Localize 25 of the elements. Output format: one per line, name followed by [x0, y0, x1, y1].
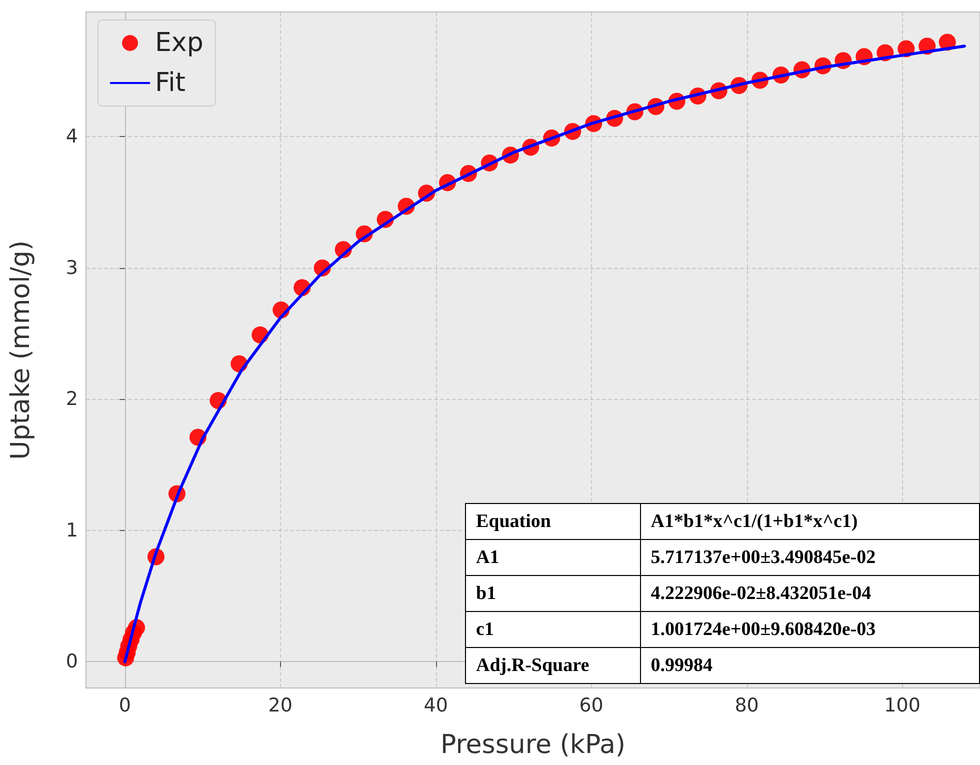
y-tick-label: 0	[66, 650, 78, 673]
x-axis-title: Pressure (kPa)	[440, 730, 626, 760]
annotation: 5.717137e+00±3.490845e-02	[640, 540, 980, 576]
x-tick-label: 60	[579, 694, 604, 716]
annotation: A1	[466, 540, 640, 576]
annotation: Equation	[466, 504, 640, 540]
annotation: 0.99984	[640, 648, 980, 684]
x-tick-label: 20	[268, 694, 292, 716]
y-tick-label: 4	[66, 126, 78, 148]
legend-label: Exp	[155, 28, 204, 58]
annotation: c1	[466, 612, 640, 648]
x-tick-label: 80	[734, 694, 759, 716]
annotation: b1	[466, 576, 640, 612]
annotation: 4.222906e-02±8.432051e-04	[640, 576, 980, 612]
x-tick-label: 100	[884, 694, 920, 716]
x-tick-label: 40	[424, 694, 448, 716]
y-axis-title: Uptake (mmol/g)	[6, 240, 36, 460]
annotation: A1*b1*x^c1/(1+b1*x^c1)	[640, 504, 980, 540]
y-tick-label: 3	[66, 256, 78, 279]
annotation: 1.001724e+00±9.608420e-03	[640, 612, 980, 648]
x-tick-label: 0	[118, 694, 131, 716]
y-tick-label: 1	[66, 519, 78, 542]
legend-label: Fit	[155, 68, 186, 98]
y-tick-label: 2	[66, 388, 78, 410]
annotation: Adj.R-Square	[466, 648, 640, 684]
